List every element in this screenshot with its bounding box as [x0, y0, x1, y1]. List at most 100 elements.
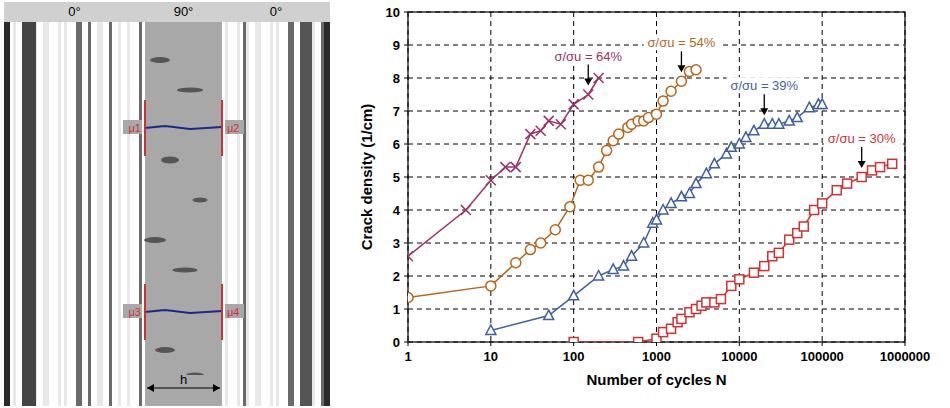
marker — [619, 261, 629, 271]
grid-line — [408, 276, 905, 277]
grid-line — [656, 12, 657, 342]
fibre-texture — [49, 22, 52, 406]
fibre-texture — [291, 22, 294, 406]
grid-line — [408, 309, 905, 310]
fibre-texture — [115, 22, 118, 406]
fibre-texture — [100, 22, 103, 406]
marker — [565, 202, 575, 212]
fibre-texture — [127, 22, 130, 406]
fibre-texture — [13, 22, 16, 406]
tick-label: 1 — [393, 302, 400, 317]
marker — [594, 162, 604, 172]
marker — [857, 173, 866, 182]
marker — [735, 275, 744, 284]
plot-bg — [408, 12, 905, 342]
fibre-texture — [297, 22, 300, 406]
fibre-texture — [228, 22, 231, 406]
fibre-texture — [97, 22, 100, 406]
tick-label: 1 — [404, 349, 411, 364]
grid-line — [408, 177, 905, 178]
tick-label: 1000000 — [880, 349, 931, 364]
fibre-texture — [288, 22, 291, 406]
chart: 1101001000100001000001000000012345678910… — [358, 5, 930, 388]
fibre-texture — [318, 22, 321, 406]
fibre-texture — [118, 22, 121, 406]
fibre-texture — [67, 22, 70, 406]
marker — [544, 310, 554, 320]
void — [193, 198, 208, 203]
fibre-texture — [294, 22, 297, 406]
crack-marker: μ3 — [129, 306, 141, 318]
marker — [676, 76, 686, 86]
marker — [536, 126, 546, 136]
fibre-texture — [231, 22, 234, 406]
tick-label: 5 — [393, 170, 400, 185]
annotation: σ/σu = 30% — [828, 131, 896, 146]
resin-band — [22, 22, 36, 406]
crack-bracket — [221, 100, 223, 156]
fibre-texture — [73, 22, 76, 406]
marker — [556, 119, 566, 129]
annotation-arrow — [764, 94, 765, 110]
marker — [774, 248, 783, 257]
series-line — [408, 78, 599, 256]
marker — [583, 90, 593, 100]
fibre-texture — [64, 22, 67, 406]
tick-label: 10 — [386, 5, 400, 20]
fibre-texture — [10, 22, 13, 406]
fibre-texture — [267, 22, 270, 406]
resin-band — [300, 22, 312, 406]
arrow-head — [677, 65, 685, 72]
fibre-texture — [43, 22, 46, 406]
thickness-label: h — [180, 372, 187, 387]
marker — [525, 245, 535, 255]
fibre-texture — [246, 22, 249, 406]
tick-label: 10 — [484, 349, 498, 364]
annotation-arrow — [861, 147, 862, 163]
fibre-texture — [261, 22, 264, 406]
marker — [594, 73, 604, 83]
annotation-arrow — [681, 51, 682, 67]
fibre-texture — [243, 22, 246, 406]
marker — [461, 205, 471, 215]
micrograph: 0°90°0°μ1μ2μ3μ4h — [4, 2, 330, 406]
crack-marker: μ1 — [129, 122, 141, 134]
crack — [145, 310, 222, 313]
marker — [804, 102, 814, 112]
void — [177, 88, 203, 93]
grid-line — [739, 12, 740, 342]
marker — [511, 162, 521, 172]
marker — [408, 251, 413, 261]
fibre-texture — [82, 22, 85, 406]
fibre-texture — [130, 22, 133, 406]
marker — [658, 96, 668, 106]
y-axis-title: Crack density (1/cm) — [358, 104, 375, 251]
marker — [701, 168, 711, 178]
marker — [888, 159, 897, 168]
header-band — [4, 2, 330, 22]
tick-label: 7 — [393, 104, 400, 119]
fibre-texture — [276, 22, 279, 406]
tick-label: 100 — [563, 349, 585, 364]
fibre-texture — [55, 22, 58, 406]
fibre-texture — [91, 22, 94, 406]
fibre-texture — [109, 22, 112, 406]
label-patch — [225, 120, 244, 134]
arrow-head — [584, 79, 592, 86]
series-line — [491, 104, 822, 330]
marker — [627, 251, 637, 261]
fibre-texture — [225, 22, 228, 406]
marker — [614, 129, 624, 139]
fibre-texture — [121, 22, 124, 406]
label-patch — [551, 48, 627, 64]
fibre-texture — [70, 22, 73, 406]
marker — [792, 112, 802, 122]
fibre-texture — [279, 22, 282, 406]
marker — [511, 258, 521, 268]
ply-90 — [145, 22, 222, 406]
fibre-texture — [76, 22, 79, 406]
marker — [684, 188, 694, 198]
data-layer — [408, 65, 897, 342]
layer-label: 0° — [270, 4, 282, 19]
void — [144, 237, 166, 243]
